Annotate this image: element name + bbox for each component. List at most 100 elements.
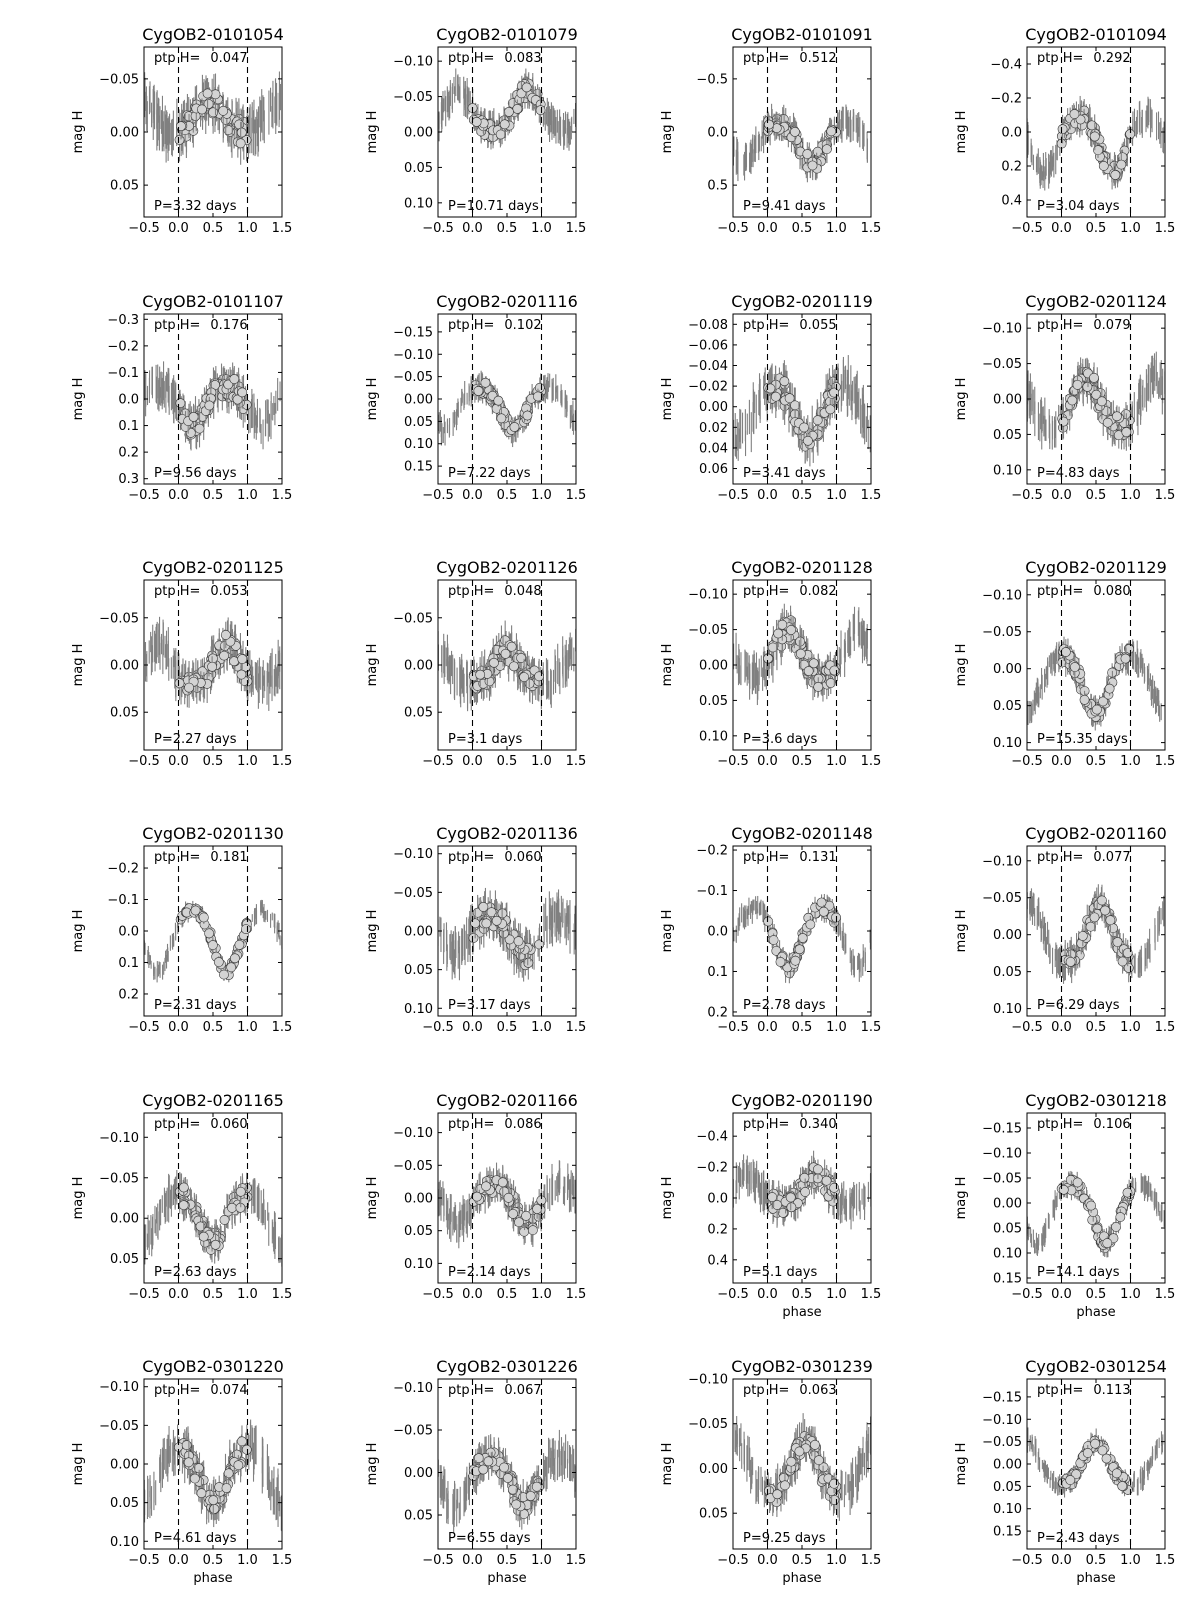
data-point (218, 105, 229, 116)
y-tick-label: 0.04 (699, 441, 728, 456)
x-tick-label: 0.5 (497, 754, 518, 769)
y-tick-label: 0.10 (404, 437, 433, 452)
data-point (190, 905, 201, 916)
plot-area (144, 1169, 282, 1267)
data-point (220, 630, 231, 640)
y-tick-label: −0.05 (982, 891, 1022, 906)
data-point (812, 415, 823, 426)
plot-area (733, 603, 868, 706)
data-point (1097, 895, 1107, 906)
data-point (1079, 694, 1090, 705)
y-tick-label: 0.10 (993, 736, 1022, 751)
y-tick-label: −0.05 (393, 886, 433, 901)
period-prefix: P= (448, 199, 467, 214)
x-tick-label: 0.0 (168, 221, 189, 236)
period-annotation: P=2.27 days (154, 732, 237, 747)
y-tick-label: −0.05 (688, 623, 728, 638)
period-value: 3.6 (762, 732, 783, 747)
panel-title: CygOB2-0101054 (142, 25, 284, 44)
x-tick-label: 0.0 (168, 488, 189, 503)
x-tick-label: 0.0 (462, 488, 483, 503)
ptp-label: ptp H= (1037, 318, 1083, 333)
data-point (194, 423, 205, 434)
data-point (790, 400, 800, 411)
data-point (825, 404, 836, 415)
x-tick-label: 1.5 (272, 488, 293, 503)
period-prefix: P= (448, 998, 467, 1013)
ptp-value: 0.060 (504, 850, 541, 865)
panel-title: CygOB2-0101107 (142, 292, 284, 311)
ptp-annotation: ptp H= 0.047 (154, 51, 248, 66)
x-tick-label: 1.0 (237, 488, 258, 503)
y-tick-label: 0.00 (699, 659, 728, 674)
period-value: 7.22 (467, 466, 496, 481)
y-tick-label: 0.10 (699, 729, 728, 744)
y-tick-label: 0.2 (118, 446, 139, 461)
data-point (818, 906, 829, 917)
data-point (506, 641, 517, 652)
data-point (475, 669, 486, 680)
x-tick-label: −0.5 (717, 221, 749, 236)
x-tick-label: 0.0 (757, 221, 778, 236)
data-point (1089, 912, 1100, 923)
data-point (198, 912, 209, 923)
data-point (519, 672, 530, 682)
period-value: 2.31 (173, 998, 202, 1013)
data-point (219, 650, 229, 661)
y-tick-label: 0.10 (993, 1002, 1022, 1017)
x-tick-label: 0.5 (203, 1020, 224, 1035)
data-point (500, 648, 511, 659)
x-tick-label: 1.0 (826, 754, 847, 769)
data-point (1082, 381, 1093, 392)
data-point (775, 957, 786, 967)
panel-title: CygOB2-0201119 (731, 292, 873, 311)
panel-title: CygOB2-0101094 (1025, 25, 1167, 44)
data-point (821, 144, 832, 155)
data-point (1104, 683, 1115, 694)
light-curve-panel: −0.5 0.0 0.5 1.0 1.5 −0.05 0.00 0.05 CygOB2-0101… (71, 25, 292, 236)
y-tick-label: −0.05 (99, 72, 139, 87)
x-tick-label: 1.5 (861, 488, 882, 503)
y-tick-label: −0.2 (107, 339, 139, 354)
period-prefix: P= (743, 466, 762, 481)
data-point (826, 126, 837, 137)
x-tick-label: 0.0 (1051, 221, 1072, 236)
y-tick-label: 0.00 (110, 659, 139, 674)
data-point (1116, 159, 1127, 170)
data-point (493, 395, 504, 406)
ptp-annotation: ptp H= 0.077 (1037, 850, 1131, 865)
x-tick-label: −0.5 (128, 488, 160, 503)
x-tick-label: 1.0 (531, 1020, 552, 1035)
data-point (535, 105, 546, 116)
data-point (174, 678, 185, 689)
ptp-annotation: ptp H= 0.102 (448, 318, 542, 333)
y-axis-label: mag H (365, 378, 380, 421)
x-tick-label: −0.5 (422, 754, 454, 769)
ptp-value: 0.102 (504, 318, 541, 333)
x-tick-label: 1.5 (566, 488, 587, 503)
period-annotation: P=9.56 days (154, 466, 237, 481)
light-curve-panel: −0.5 0.0 0.5 1.0 1.5 −0.10 −0.05 0.00 0.05 0.10 Cy… (954, 292, 1175, 503)
x-tick-label: 1.5 (566, 754, 587, 769)
period-value: 3.1 (467, 732, 488, 747)
y-tick-label: −0.10 (393, 847, 433, 862)
data-point (786, 625, 796, 635)
ptp-label: ptp H= (448, 584, 494, 599)
panel-title: CygOB2-0101091 (731, 25, 873, 44)
data-point (208, 107, 219, 118)
y-tick-label: 0.5 (707, 179, 728, 194)
period-prefix: P= (743, 732, 762, 747)
plot-area (438, 370, 576, 448)
y-axis-label: mag H (954, 644, 969, 687)
period-annotation: P=6.29 days (1037, 998, 1120, 1013)
y-tick-label: 0.1 (118, 419, 139, 434)
x-tick-label: −0.5 (422, 221, 454, 236)
data-point (805, 919, 816, 930)
ptp-annotation: ptp H= 0.181 (154, 850, 248, 865)
x-tick-label: 1.5 (1155, 221, 1176, 236)
x-tick-label: 0.5 (203, 488, 224, 503)
period-value: 2.78 (762, 998, 791, 1013)
data-point (764, 119, 774, 130)
panel-title: CygOB2-0201116 (436, 292, 578, 311)
period-prefix: P= (743, 199, 762, 214)
